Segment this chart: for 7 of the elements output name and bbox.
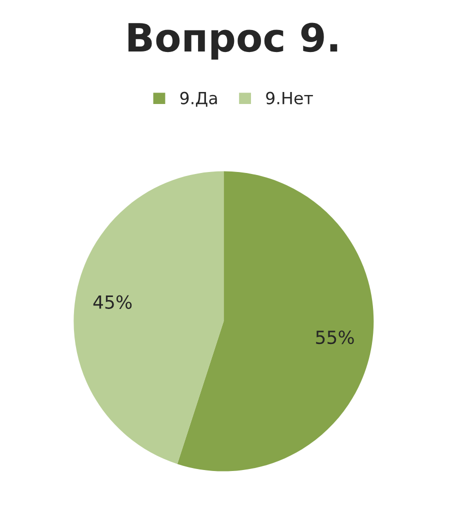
pie-slice — [74, 171, 224, 464]
legend-label: 9.Нет — [266, 92, 313, 104]
data-label: 55% — [316, 330, 354, 344]
chart-title: Вопрос 9. — [128, 22, 338, 60]
legend-label: 9.Да — [180, 92, 217, 107]
data-label: 45% — [93, 295, 132, 309]
pie-slice — [177, 171, 374, 472]
